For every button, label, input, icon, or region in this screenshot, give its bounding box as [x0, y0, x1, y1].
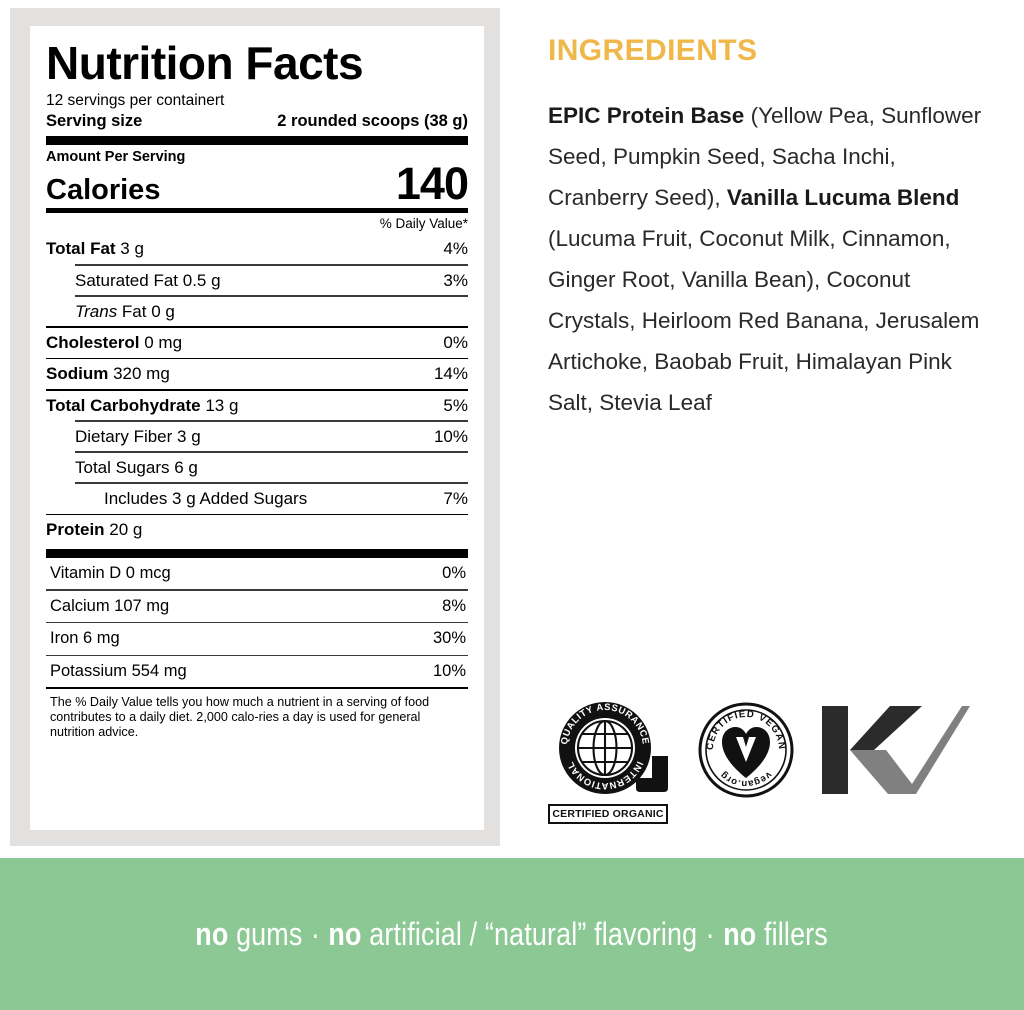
micronutrient-daily-value: 30%: [432, 629, 466, 648]
ingredient-blend-name: EPIC Protein Base: [548, 103, 745, 128]
claim-separator: ·: [706, 916, 716, 952]
ingredient-text: (Yellow Pea, Sunflower Seed, Pumpkin See…: [548, 103, 982, 210]
nutrient-name: Total Fat 3 g: [46, 239, 144, 259]
claim-emphasis: no: [723, 916, 757, 952]
nutrient-name: Cholesterol 0 mg: [46, 332, 183, 352]
serving-size-row: Serving size 2 rounded scoops (38 g): [46, 111, 468, 132]
daily-value-header: % Daily Value*: [379, 216, 468, 232]
nutrient-name: Total Carbohydrate 13 g: [46, 395, 239, 415]
nutrient-row: Total Fat 3 g 4%: [46, 234, 468, 264]
claim-item: no gums: [195, 916, 303, 952]
nutrition-facts-title: Nutrition Facts: [46, 37, 364, 89]
nutrient-name: Sodium 320 mg: [46, 364, 170, 384]
micronutrient-row: Iron 6 mg 30%: [46, 623, 468, 654]
ingredients-section: INGREDIENTS EPIC Protein Base (Yellow Pe…: [548, 36, 988, 424]
micronutrient-row: Calcium 107 mg 8%: [46, 591, 468, 622]
nutrient-row: Cholesterol 0 mg 0%: [46, 328, 468, 358]
nutrient-row-divider: [46, 357, 468, 360]
nutrient-name: Total Sugars 6 g: [75, 457, 198, 477]
nutrient-row: Sodium 320 mg 14%: [46, 359, 468, 389]
badge-qai-organic: QUALITY ASSURANCE INTERNATIONAL CERTIFIE…: [548, 700, 676, 824]
micronutrient-divider: [46, 622, 468, 624]
claims-footer: no gums · no artificial / “natural” flavor…: [0, 858, 1024, 1010]
nutrient-daily-value: 5%: [443, 395, 468, 415]
nutrition-facts-frame: Nutrition Facts 12 servings per containe…: [10, 8, 500, 846]
nutrient-daily-value: 0%: [443, 332, 468, 352]
ingredients-heading: INGREDIENTS: [548, 34, 758, 67]
nutrient-row: Protein 20 g: [46, 515, 468, 545]
claim-item: no fillers: [723, 916, 829, 952]
nutrient-name: Saturated Fat 0.5 g: [75, 270, 221, 290]
badge-kv-kosher: [816, 700, 976, 805]
micronutrient-divider: [46, 654, 468, 657]
nutrient-row: Includes 3 g Added Sugars 7%: [46, 484, 468, 514]
nutrient-row-divider: [75, 482, 468, 484]
nutrient-name: Includes 3 g Added Sugars: [104, 488, 308, 508]
certification-badges: QUALITY ASSURANCE INTERNATIONAL CERTIFIE…: [548, 700, 988, 825]
qai-caption: CERTIFIED ORGANIC: [548, 804, 668, 824]
nutrient-row-divider: [75, 264, 468, 266]
micronutrient-row: Vitamin D 0 mcg 0%: [46, 558, 468, 589]
amount-per-serving-label: Amount Per Serving: [46, 148, 186, 165]
serving-size-label: Serving size: [46, 112, 143, 131]
nutrient-daily-value: 3%: [443, 270, 468, 290]
nutrient-row: Dietary Fiber 3 g 10%: [46, 422, 468, 452]
certified-vegan-icon: CERTIFIED VEGAN vegan.org: [698, 702, 794, 798]
qai-organic-icon: QUALITY ASSURANCE INTERNATIONAL: [558, 701, 668, 794]
micronutrient-daily-value: 0%: [442, 563, 466, 582]
nutrient-daily-value: 10%: [433, 426, 468, 446]
serving-size-value: 2 rounded scoops (38 g): [277, 112, 468, 131]
ingredient-text: (Lucuma Fruit, Coconut Milk, Cinnamon, G…: [548, 225, 980, 415]
micronutrient-name: Calcium 107 mg: [50, 596, 170, 615]
divider-thick-top: [46, 135, 468, 145]
micronutrient-daily-value: 10%: [432, 662, 466, 681]
nutrient-row: Saturated Fat 0.5 g 3%: [46, 266, 468, 296]
claim-emphasis: no: [195, 916, 229, 952]
claim-emphasis: no: [328, 916, 362, 952]
claim-separator: ·: [311, 916, 321, 952]
nutrient-daily-value: 14%: [433, 364, 468, 384]
nutrient-row: Total Carbohydrate 13 g 5%: [46, 391, 468, 421]
divider-under-calories: [46, 208, 468, 214]
ingredient-blend-name: Vanilla Lucuma Blend: [726, 184, 960, 210]
nutrient-name: Dietary Fiber 3 g: [75, 426, 201, 446]
nutrient-row-divider: [75, 420, 468, 422]
calories-value: 140: [395, 158, 469, 210]
nutrient-row-divider: [75, 295, 468, 297]
ingredients-list: EPIC Protein Base (Yellow Pea, Sunflower…: [548, 96, 988, 424]
nutrient-row-divider: [46, 326, 468, 328]
nutrient-daily-value: 4%: [443, 239, 468, 259]
micronutrient-rows: Vitamin D 0 mcg 0% Calcium 107 mg 8% Iron 6 …: [46, 558, 468, 688]
micronutrient-daily-value: 8%: [442, 596, 466, 615]
nutrient-row-divider: [46, 389, 468, 391]
nutrient-row-divider: [75, 451, 468, 453]
nutrient-name: Trans Fat 0 g: [75, 301, 175, 321]
kv-kosher-icon: [822, 706, 970, 794]
nutrient-daily-value: 7%: [443, 488, 468, 508]
daily-value-footnote: The % Daily Value tells you how much a n…: [50, 695, 430, 739]
micronutrient-name: Iron 6 mg: [50, 629, 120, 648]
badge-certified-vegan: CERTIFIED VEGAN vegan.org: [696, 700, 796, 805]
nutrient-rows: Total Fat 3 g 4% Saturated Fat 0.5 g 3% Tran…: [46, 234, 468, 544]
nutrient-row: Trans Fat 0 g: [46, 297, 468, 327]
micronutrient-name: Potassium 554 mg: [50, 662, 187, 681]
micronutrient-name: Vitamin D 0 mcg: [50, 563, 171, 582]
calories-row: Calories 140: [46, 158, 469, 210]
calories-label: Calories: [46, 174, 161, 207]
nutrition-facts-card: Nutrition Facts 12 servings per containe…: [30, 26, 484, 830]
micronutrient-divider: [46, 589, 468, 591]
nutrient-name: Protein 20 g: [46, 520, 143, 540]
servings-per-container: 12 servings per containert: [46, 91, 225, 109]
nutrient-row-divider: [46, 513, 468, 516]
micronutrient-row: Potassium 554 mg 10%: [46, 656, 468, 687]
claim-item: no artificial / “natural” flavoring: [328, 916, 698, 952]
divider-above-footnote: [46, 687, 468, 690]
divider-thick-after-protein: [46, 548, 468, 558]
nutrient-row: Total Sugars 6 g: [46, 453, 468, 483]
claims-footer-text: no gums · no artificial / “natural” flavor…: [196, 918, 829, 950]
